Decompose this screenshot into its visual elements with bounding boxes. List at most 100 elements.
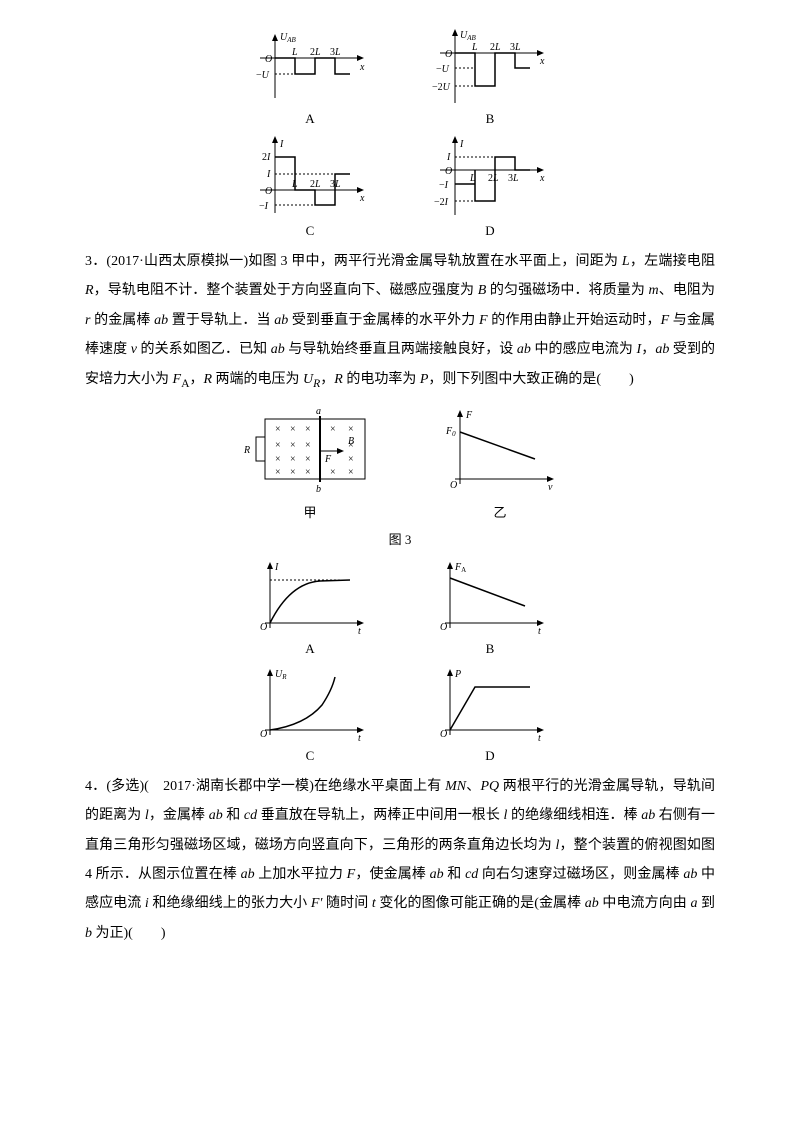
plot-D-svg: I O x I −I −2I L 2L 3L bbox=[430, 135, 550, 220]
q3-text: 3．(2017·山西太原模拟一)如图 3 甲中，两平行光滑金属导轨放置在水平面上… bbox=[85, 247, 715, 396]
label-B: B bbox=[430, 111, 550, 127]
svg-text:O: O bbox=[450, 480, 457, 491]
svg-text:x: x bbox=[359, 62, 365, 73]
svg-text:×: × bbox=[275, 424, 281, 435]
svg-text:2I: 2I bbox=[262, 152, 271, 163]
optB-svg: FA O t bbox=[430, 558, 550, 638]
svg-text:F: F bbox=[324, 454, 332, 465]
svg-text:x: x bbox=[539, 173, 545, 184]
svg-text:×: × bbox=[275, 454, 281, 465]
svg-text:×: × bbox=[290, 454, 296, 465]
svg-text:O: O bbox=[260, 729, 267, 740]
svg-text:b: b bbox=[316, 484, 321, 495]
svg-text:UR: UR bbox=[275, 669, 287, 681]
svg-text:×: × bbox=[330, 424, 336, 435]
svg-text:UAB: UAB bbox=[280, 32, 297, 44]
svg-text:L: L bbox=[291, 47, 298, 58]
q3-opt-B: FA O t B bbox=[430, 558, 550, 657]
optC-label: C bbox=[250, 748, 370, 764]
svg-text:×: × bbox=[305, 424, 311, 435]
svg-text:I: I bbox=[446, 152, 451, 163]
q3-opts-2: UR O t C P O t D bbox=[85, 665, 715, 764]
optD-label: D bbox=[430, 748, 550, 764]
q3-caption: 图 3 bbox=[85, 529, 715, 548]
label-C: C bbox=[250, 223, 370, 239]
label-A: A bbox=[250, 111, 370, 127]
svg-text:t: t bbox=[358, 626, 361, 637]
q3-fv: F F0 O v 乙 bbox=[440, 404, 560, 521]
svg-text:×: × bbox=[305, 467, 311, 478]
svg-text:FA: FA bbox=[454, 562, 466, 574]
svg-text:3L: 3L bbox=[508, 173, 519, 184]
svg-text:×: × bbox=[305, 440, 311, 451]
svg-text:O: O bbox=[440, 729, 447, 740]
top-row-2: I O x 2I I −I L 2L 3L C bbox=[85, 135, 715, 239]
plot-C-svg: I O x 2I I −I L 2L 3L bbox=[250, 135, 370, 220]
plot-B-svg: UAB O x L 2L 3L −U −2U bbox=[430, 28, 550, 108]
fig-B: UAB O x L 2L 3L −U −2U B bbox=[430, 28, 550, 127]
optC-svg: UR O t bbox=[250, 665, 370, 745]
svg-text:O: O bbox=[260, 622, 267, 633]
svg-text:−2I: −2I bbox=[434, 197, 449, 208]
svg-text:×: × bbox=[290, 440, 296, 451]
svg-text:I: I bbox=[266, 169, 271, 180]
label-D: D bbox=[430, 223, 550, 239]
svg-text:2L: 2L bbox=[310, 179, 321, 190]
q3-fig-row: R a b F B ××××× ×××× ×××× ××××× 甲 bbox=[85, 404, 715, 521]
optA-label: A bbox=[250, 641, 370, 657]
q3-opt-D: P O t D bbox=[430, 665, 550, 764]
plot-A-svg: UAB O x L 2L 3L −U bbox=[250, 28, 370, 108]
svg-text:×: × bbox=[348, 467, 354, 478]
svg-text:2L: 2L bbox=[490, 42, 501, 53]
svg-text:x: x bbox=[359, 193, 365, 204]
svg-text:−U: −U bbox=[436, 64, 450, 75]
fig-C: I O x 2I I −I L 2L 3L C bbox=[250, 135, 370, 239]
fig-A: UAB O x L 2L 3L −U A bbox=[250, 28, 370, 127]
fv-svg: F F0 O v bbox=[440, 404, 560, 499]
svg-text:t: t bbox=[538, 626, 541, 637]
svg-text:O: O bbox=[445, 49, 452, 60]
q4-text: 4．(多选)( 2017·湖南长郡中学一模)在绝缘水平桌面上有 MN、PQ 两根… bbox=[85, 772, 715, 948]
svg-text:a: a bbox=[316, 406, 321, 417]
svg-text:I: I bbox=[279, 139, 284, 150]
q3-opt-C: UR O t C bbox=[250, 665, 370, 764]
svg-text:−I: −I bbox=[259, 201, 269, 212]
fig-D: I O x I −I −2I L 2L 3L D bbox=[430, 135, 550, 239]
svg-text:×: × bbox=[275, 440, 281, 451]
svg-text:O: O bbox=[265, 186, 272, 197]
svg-text:×: × bbox=[348, 454, 354, 465]
top-row-1: UAB O x L 2L 3L −U A bbox=[85, 28, 715, 127]
svg-text:2L: 2L bbox=[310, 47, 321, 58]
svg-text:I: I bbox=[459, 139, 464, 150]
optA-svg: I O t bbox=[250, 558, 370, 638]
svg-text:×: × bbox=[275, 467, 281, 478]
svg-text:UAB: UAB bbox=[460, 30, 477, 42]
q3-opts-1: I O t A FA O t B bbox=[85, 558, 715, 657]
svg-text:−U: −U bbox=[256, 70, 270, 81]
svg-text:R: R bbox=[243, 445, 250, 456]
svg-text:t: t bbox=[358, 733, 361, 744]
svg-text:O: O bbox=[440, 622, 447, 633]
svg-text:v: v bbox=[548, 482, 553, 493]
svg-text:3L: 3L bbox=[510, 42, 521, 53]
q3-circuit: R a b F B ××××× ×××× ×××× ××××× 甲 bbox=[240, 404, 380, 521]
svg-text:−2U: −2U bbox=[432, 82, 451, 93]
page: UAB O x L 2L 3L −U A bbox=[0, 0, 800, 974]
svg-text:P: P bbox=[454, 669, 461, 680]
svg-text:I: I bbox=[274, 562, 279, 573]
optB-label: B bbox=[430, 641, 550, 657]
circuit-caption: 甲 bbox=[240, 502, 380, 521]
svg-text:F0: F0 bbox=[445, 426, 456, 438]
circuit-svg: R a b F B ××××× ×××× ×××× ××××× bbox=[240, 404, 380, 499]
svg-text:O: O bbox=[265, 54, 272, 65]
svg-text:3L: 3L bbox=[330, 47, 341, 58]
svg-text:×: × bbox=[290, 424, 296, 435]
q3-opt-A: I O t A bbox=[250, 558, 370, 657]
svg-text:2L: 2L bbox=[488, 173, 499, 184]
svg-text:L: L bbox=[471, 42, 478, 53]
svg-text:F: F bbox=[465, 410, 473, 421]
svg-text:t: t bbox=[538, 733, 541, 744]
svg-text:−I: −I bbox=[439, 180, 449, 191]
svg-text:×: × bbox=[305, 454, 311, 465]
svg-text:×: × bbox=[348, 424, 354, 435]
